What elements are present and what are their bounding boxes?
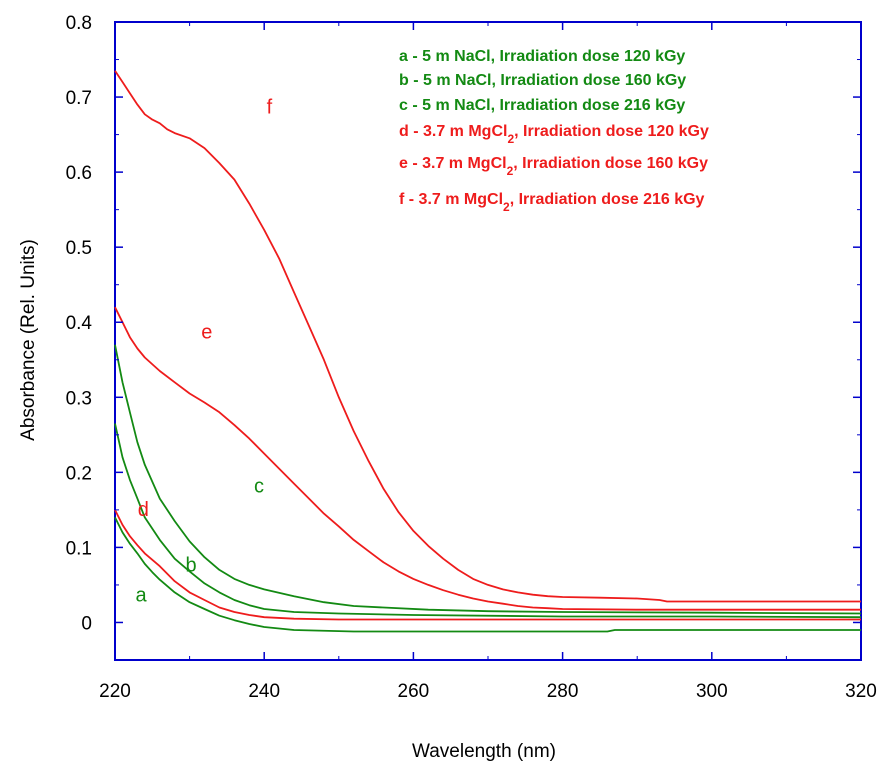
legend-entry: e - 3.7 m MgCl2, Irradiation dose 160 kG… xyxy=(399,155,708,178)
y-tick-label: 0.8 xyxy=(66,13,92,34)
series-line-f xyxy=(114,70,861,603)
series-line-c xyxy=(114,344,862,615)
series-line-a xyxy=(114,516,861,633)
x-tick-label: 300 xyxy=(696,681,728,702)
axis-ticks: 220 240 260 280 300 320 0 0.1 0.2 0.3 0.4 0.5 0.6 0.7… xyxy=(66,13,877,702)
y-tick-label: 0.6 xyxy=(66,163,92,184)
y-tick-label: 0.3 xyxy=(66,388,92,409)
curve-label-f: f xyxy=(267,97,273,119)
y-axis-title: Absorbance (Rel. Units) xyxy=(18,239,39,441)
legend-entry: c - 5 m NaCl, Irradiation dose 216 kGy xyxy=(399,97,685,114)
x-axis-title: Wavelength (nm) xyxy=(412,741,556,762)
x-tick-label: 320 xyxy=(845,681,877,702)
series-layer xyxy=(114,70,862,633)
plot-border xyxy=(114,21,862,661)
curve-label-e: e xyxy=(201,322,212,344)
x-tick-label: 220 xyxy=(99,681,131,702)
y-tick-label: 0.4 xyxy=(66,313,93,334)
curve-label-b: b xyxy=(186,554,197,576)
y-tick-label: 0.5 xyxy=(66,238,92,259)
legend-entry: b - 5 m NaCl, Irradiation dose 160 kGy xyxy=(399,72,686,89)
series-line-e xyxy=(114,306,861,611)
plot-frame xyxy=(114,21,862,661)
y-tick-label: 0.7 xyxy=(66,88,92,109)
y-tick-label: 0.2 xyxy=(66,463,92,484)
series-line-d xyxy=(114,509,861,621)
x-tick-label: 260 xyxy=(398,681,430,702)
curve-label-a: a xyxy=(136,584,148,606)
x-tick-label: 240 xyxy=(248,681,280,702)
legend-entry: a - 5 m NaCl, Irradiation dose 120 kGy xyxy=(399,48,685,65)
curve-label-c: c xyxy=(254,476,264,498)
y-tick-label: 0.1 xyxy=(66,538,92,559)
curve-labels: a b c d e f xyxy=(136,97,273,607)
legend-entry: d - 3.7 m MgCl2, Irradiation dose 120 kG… xyxy=(399,123,709,146)
y-tick-label: 0 xyxy=(81,613,92,634)
x-tick-label: 280 xyxy=(547,681,579,702)
legend: a - 5 m NaCl, Irradiation dose 120 kGy b … xyxy=(399,48,709,214)
legend-entry: f - 3.7 m MgCl2, Irradiation dose 216 kG… xyxy=(399,191,705,214)
series-line-b xyxy=(114,423,862,619)
curve-label-d: d xyxy=(138,499,149,521)
